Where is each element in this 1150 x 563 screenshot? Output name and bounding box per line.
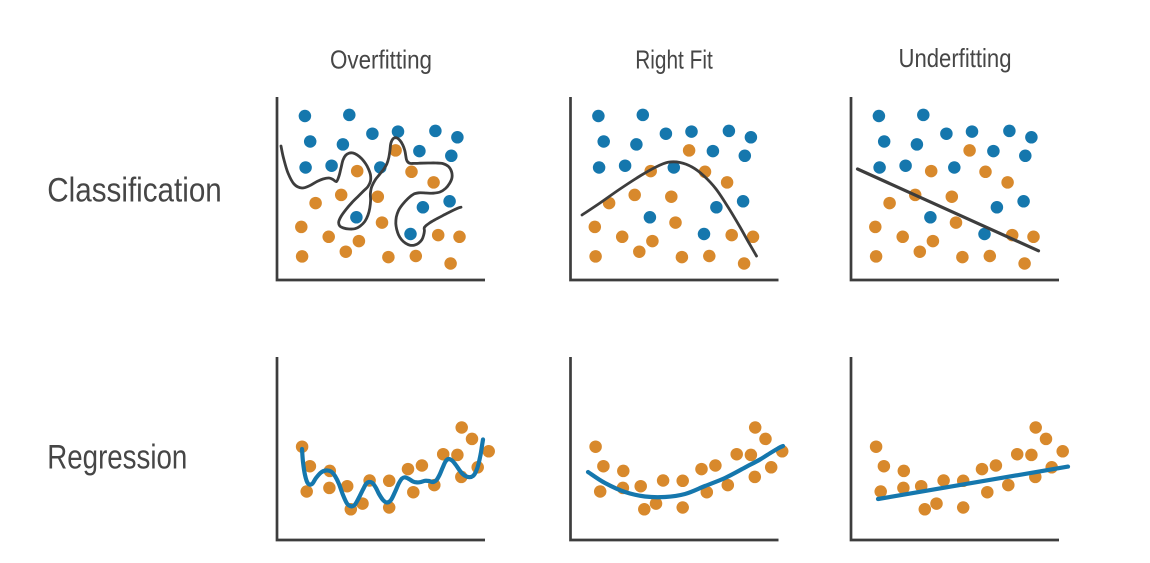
svg-text:Classification: Classification [47, 172, 222, 210]
svg-text:Underfitting: Underfitting [899, 43, 1012, 73]
svg-text:Overfitting: Overfitting [330, 45, 432, 75]
svg-text:Regression: Regression [47, 438, 187, 476]
svg-text:Right Fit: Right Fit [635, 45, 713, 75]
